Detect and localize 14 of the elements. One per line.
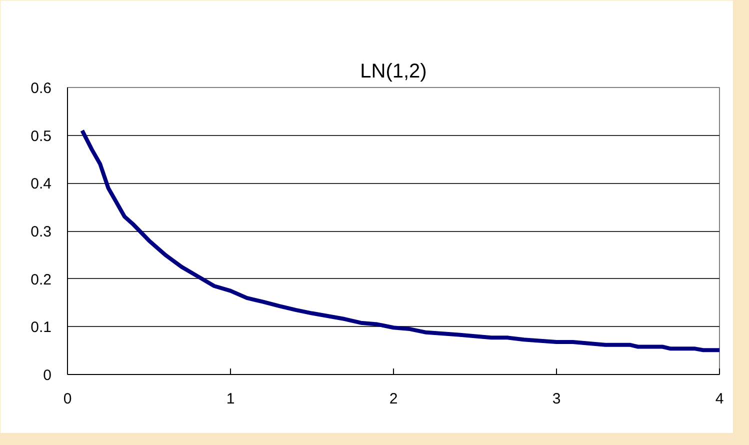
x-tick-label: 2 <box>389 390 398 408</box>
y-tick-label: 0.2 <box>30 271 52 288</box>
x-tick-label: 0 <box>63 390 72 408</box>
y-tick-label: 0 <box>43 367 52 384</box>
chart-title: LN(1,2) <box>360 60 427 82</box>
y-tick-label: 0.3 <box>30 224 52 240</box>
line-series <box>80 128 720 352</box>
y-tick-label: 0.4 <box>30 176 52 193</box>
y-tick-label: 0.5 <box>30 128 52 145</box>
x-tick-label: 4 <box>715 390 724 408</box>
y-tick-label: 0.1 <box>30 319 52 336</box>
x-tick-label: 3 <box>552 390 561 408</box>
y-tick-label: 0.6 <box>30 80 52 97</box>
x-tick-label: 1 <box>226 390 235 408</box>
